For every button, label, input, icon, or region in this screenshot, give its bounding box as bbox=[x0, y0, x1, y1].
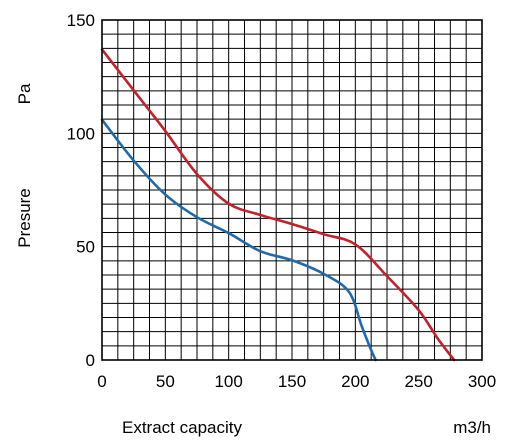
y-unit-label: Pa bbox=[15, 83, 34, 104]
plot-frame bbox=[101, 19, 483, 361]
x-axis-label: Extract capacity bbox=[122, 418, 242, 437]
series-line-blue bbox=[100, 118, 377, 362]
x-tick-label: 0 bbox=[97, 372, 106, 391]
x-tick-label: 200 bbox=[341, 372, 369, 391]
x-tick-label: 300 bbox=[468, 372, 496, 391]
x-tick-label: 250 bbox=[404, 372, 432, 391]
y-tick-label: 100 bbox=[67, 124, 95, 143]
y-axis-label: Presure bbox=[15, 188, 34, 248]
series-layer bbox=[100, 48, 456, 362]
y-tick-label: 150 bbox=[67, 11, 95, 30]
tick-labels: 0 50 100 150 200 250 300 0 50 100 150 bbox=[67, 11, 497, 391]
x-tick-label: 150 bbox=[278, 372, 306, 391]
series-line-red bbox=[100, 48, 456, 362]
x-tick-label: 50 bbox=[156, 372, 175, 391]
x-tick-label: 100 bbox=[214, 372, 242, 391]
y-tick-label: 0 bbox=[86, 351, 95, 370]
x-unit-label: m3/h bbox=[453, 418, 491, 437]
y-tick-label: 50 bbox=[76, 238, 95, 257]
